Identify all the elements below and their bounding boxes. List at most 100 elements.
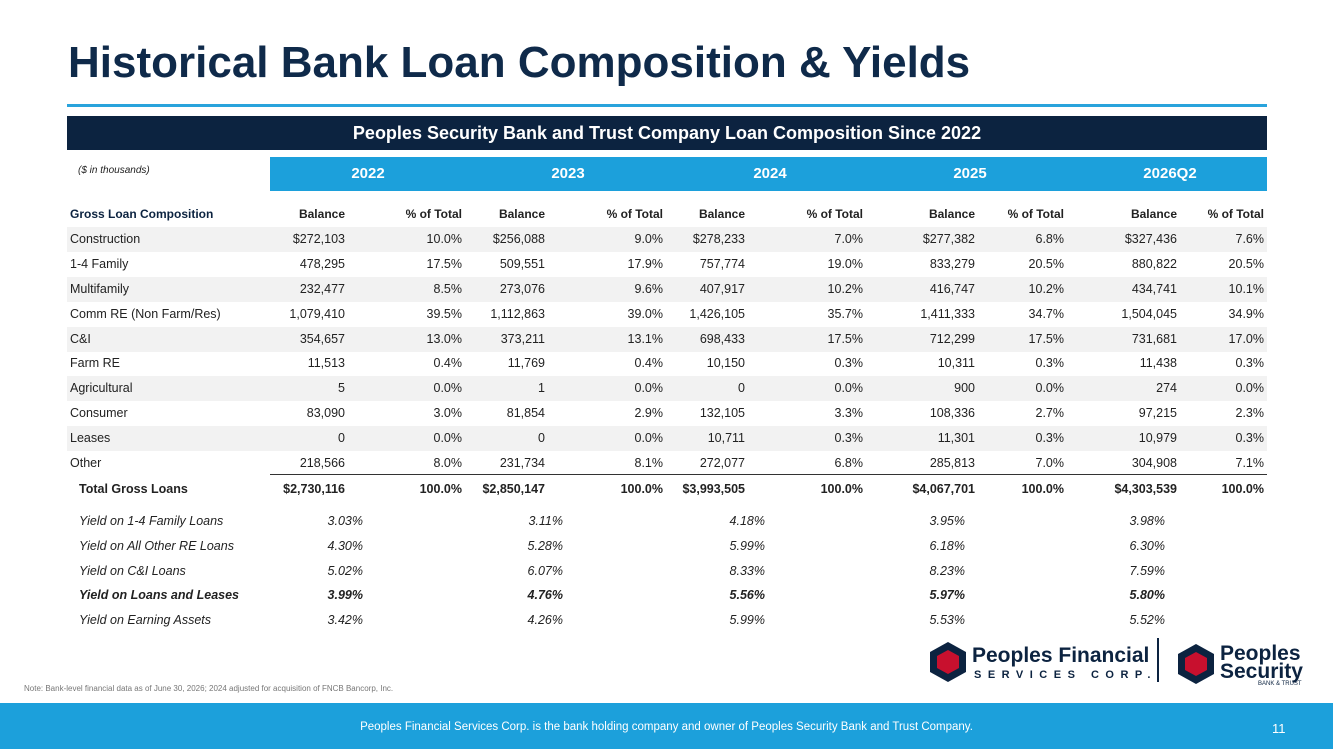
yield-value: 3.98% xyxy=(1129,514,1165,528)
cell-value: $256,088 xyxy=(492,231,545,246)
cell-value: 0 xyxy=(338,431,345,446)
cell-value: $272,103 xyxy=(292,231,345,246)
cell-value: 0.3% xyxy=(1235,356,1265,371)
yield-value: 4.26% xyxy=(527,613,563,628)
cell-value: 273,076 xyxy=(499,281,545,296)
cell-value: 416,747 xyxy=(929,281,975,296)
cell-value: 17.5% xyxy=(827,331,863,346)
yield-label: Yield on Earning Assets xyxy=(79,613,212,628)
logo-sub: SERVICES CORP. xyxy=(974,669,1157,681)
cell-value: 304,908 xyxy=(1131,456,1177,470)
row-label: Consumer xyxy=(70,406,128,421)
cell-value: 10,711 xyxy=(707,431,745,446)
cell-value: 1,112,863 xyxy=(490,306,545,321)
year-header: 2024 xyxy=(753,165,787,182)
cell-value: 10.0% xyxy=(426,231,462,246)
yield-value: 3.03% xyxy=(327,514,363,528)
cell-value: 218,566 xyxy=(299,456,345,470)
cell-value: 833,279 xyxy=(929,256,975,271)
cell-value: 108,336 xyxy=(929,406,975,421)
cell-value: % of Total xyxy=(405,207,462,221)
yield-value: 8.33% xyxy=(729,563,765,578)
yield-value: 5.52% xyxy=(1129,613,1165,628)
yield-value: 5.97% xyxy=(929,588,965,603)
cell-value: 9.6% xyxy=(634,281,664,296)
yield-value: 5.02% xyxy=(327,563,363,578)
yield-value: 6.18% xyxy=(929,538,965,553)
logo-name: Security xyxy=(1220,660,1303,683)
cell-value: 3.0% xyxy=(433,406,463,421)
cell-value: $327,436 xyxy=(1124,231,1177,246)
cell-value: 0.4% xyxy=(433,356,463,371)
row-band xyxy=(67,276,1267,302)
cell-value: Balance xyxy=(928,207,975,221)
cell-value: 7.0% xyxy=(1035,456,1065,470)
logo-mark-inner xyxy=(1185,652,1207,676)
cell-value: $278,233 xyxy=(692,231,745,246)
year-header: 2022 xyxy=(351,165,385,182)
year-header: 2023 xyxy=(551,165,585,182)
cell-value: Balance xyxy=(498,207,545,221)
cell-value: 0.0% xyxy=(1035,381,1065,396)
cell-value: $4,067,701 xyxy=(912,482,975,496)
cell-value: 0.0% xyxy=(634,431,664,446)
cell-value: 0 xyxy=(538,431,545,446)
cell-value: 354,657 xyxy=(299,331,345,346)
cell-value: 100.0% xyxy=(820,482,863,496)
year-header: 2025 xyxy=(953,165,987,182)
cell-value: % of Total xyxy=(1007,207,1064,221)
footer-text: Peoples Financial Services Corp. is the … xyxy=(360,721,973,733)
cell-value: 0.0% xyxy=(834,381,864,396)
cell-value: 1,426,105 xyxy=(689,306,745,321)
year-header: 2026Q2 xyxy=(1143,165,1197,182)
yield-value: 6.30% xyxy=(1129,538,1165,553)
yield-value: 3.42% xyxy=(327,613,363,628)
cell-value: 13.1% xyxy=(627,331,663,346)
row-label: Other xyxy=(70,456,102,470)
logos: Peoples Financial SERVICES CORP. Peoples… xyxy=(930,638,1303,687)
cell-value: % of Total xyxy=(806,207,863,221)
cell-value: 20.5% xyxy=(1228,256,1264,271)
cell-value: 712,299 xyxy=(929,331,975,346)
cell-value: 3.3% xyxy=(834,406,864,421)
cell-value: 272,077 xyxy=(699,456,745,470)
cell-value: 1 xyxy=(538,381,545,396)
footer-band xyxy=(0,703,1333,749)
table-caption: Peoples Security Bank and Trust Company … xyxy=(67,116,1267,150)
row-band xyxy=(67,326,1267,352)
cell-value: 100.0% xyxy=(1021,482,1064,496)
row-label: Leases xyxy=(70,431,111,446)
row-label: Multifamily xyxy=(70,281,130,296)
cell-value: Balance xyxy=(1130,207,1177,221)
yield-label: Yield on C&I Loans xyxy=(79,563,186,578)
cell-value: 11,438 xyxy=(1139,356,1177,371)
row-label: C&I xyxy=(70,331,91,346)
cell-value: 10.1% xyxy=(1228,281,1264,296)
yield-value: 5.99% xyxy=(729,538,765,553)
cell-value: 81,854 xyxy=(506,406,545,421)
cell-value: 0.3% xyxy=(834,431,864,446)
yield-value: 8.23% xyxy=(929,563,965,578)
row-label: Agricultural xyxy=(70,381,133,396)
row-label: Gross Loan Composition xyxy=(70,207,214,221)
cell-value: 478,295 xyxy=(299,256,345,271)
cell-value: 17.5% xyxy=(426,256,462,271)
cell-value: 100.0% xyxy=(620,482,663,496)
cell-value: 6.8% xyxy=(834,456,864,470)
cell-value: % of Total xyxy=(606,207,663,221)
cell-value: 19.0% xyxy=(827,256,863,271)
cell-value: 0.0% xyxy=(433,381,463,396)
cell-value: 232,477 xyxy=(299,281,345,296)
cell-value: 274 xyxy=(1156,381,1177,396)
cell-value: 17.5% xyxy=(1028,331,1064,346)
cell-value: 83,090 xyxy=(306,406,345,421)
yield-label: Yield on All Other RE Loans xyxy=(79,538,234,553)
cell-value: 7.0% xyxy=(834,231,864,246)
logo-sub: BANK & TRUST xyxy=(1258,681,1302,687)
year-bar xyxy=(270,157,1267,191)
total-rule xyxy=(270,474,1267,475)
cell-value: 285,813 xyxy=(929,456,975,470)
yield-value: 6.07% xyxy=(527,563,563,578)
cell-value: $4,303,539 xyxy=(1114,482,1177,496)
cell-value: 17.9% xyxy=(627,256,663,271)
